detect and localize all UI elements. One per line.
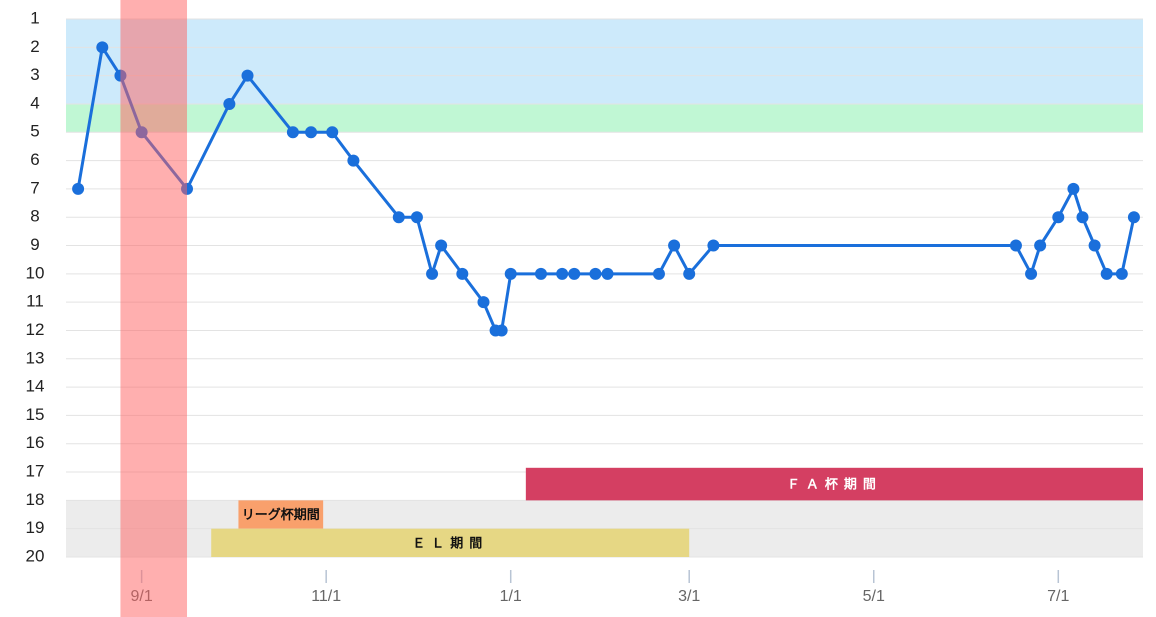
- point: [1025, 267, 1038, 280]
- point: [286, 126, 299, 139]
- point: [1100, 267, 1113, 280]
- x-tick-label: 3/1: [678, 588, 700, 605]
- y-tick-label: 10: [26, 263, 45, 282]
- point: [601, 267, 614, 280]
- point: [1034, 239, 1047, 252]
- point: [1115, 267, 1128, 280]
- period-label: リーグ杯期間: [242, 507, 320, 522]
- x-tick-label: 11/1: [311, 588, 341, 605]
- point: [495, 324, 508, 337]
- y-tick-label: 9: [30, 235, 39, 254]
- point: [241, 69, 254, 82]
- point: [435, 239, 448, 252]
- point: [589, 267, 602, 280]
- point: [392, 211, 405, 224]
- y-tick-label: 19: [26, 518, 45, 537]
- x-tick-label: 1/1: [500, 588, 522, 605]
- zone: [66, 19, 1143, 104]
- point: [556, 267, 569, 280]
- x-tick-label: 7/1: [1047, 588, 1069, 605]
- y-tick-label: 11: [26, 292, 44, 311]
- y-tick-label: 7: [30, 178, 39, 197]
- y-tick-label: 17: [26, 462, 45, 481]
- y-tick-label: 20: [26, 546, 45, 565]
- x-tick-label: 5/1: [863, 588, 885, 605]
- y-tick-label: 6: [30, 150, 39, 169]
- highlight-band: [120, 0, 188, 617]
- point: [1052, 211, 1065, 224]
- point: [72, 182, 85, 195]
- y-tick-label: 3: [30, 65, 39, 84]
- period-label: ＦＡ杯期間: [787, 477, 882, 492]
- point: [426, 267, 439, 280]
- point: [477, 296, 490, 309]
- point: [683, 267, 696, 280]
- point: [668, 239, 681, 252]
- y-tick-label: 12: [26, 320, 45, 339]
- y-tick-label: 14: [26, 377, 45, 396]
- point: [707, 239, 720, 252]
- point: [1076, 211, 1089, 224]
- y-tick-label: 8: [30, 207, 39, 226]
- period-label: ＥＬ期間: [412, 535, 488, 550]
- point: [504, 267, 517, 280]
- y-tick-label: 18: [26, 490, 45, 509]
- y-tick-label: 4: [30, 93, 39, 112]
- point: [1127, 211, 1140, 224]
- y-tick-label: 15: [26, 405, 45, 424]
- point: [534, 267, 547, 280]
- period-bar: [525, 467, 1143, 501]
- period-bar: [211, 528, 690, 557]
- y-tick-label: 13: [26, 348, 45, 367]
- point: [96, 41, 109, 54]
- y-tick-label: 1: [30, 8, 39, 27]
- y-tick-label: 5: [30, 122, 39, 141]
- zone: [66, 103, 1143, 133]
- point: [456, 267, 469, 280]
- period-bar: [238, 500, 324, 529]
- point: [1088, 239, 1101, 252]
- point: [568, 267, 581, 280]
- point: [652, 267, 665, 280]
- point: [1009, 239, 1022, 252]
- point: [326, 126, 339, 139]
- point: [347, 154, 360, 167]
- point: [305, 126, 318, 139]
- point: [1067, 182, 1080, 195]
- point: [223, 97, 236, 110]
- y-tick-label: 16: [26, 433, 45, 452]
- point: [410, 211, 423, 224]
- y-tick-label: 2: [30, 37, 39, 56]
